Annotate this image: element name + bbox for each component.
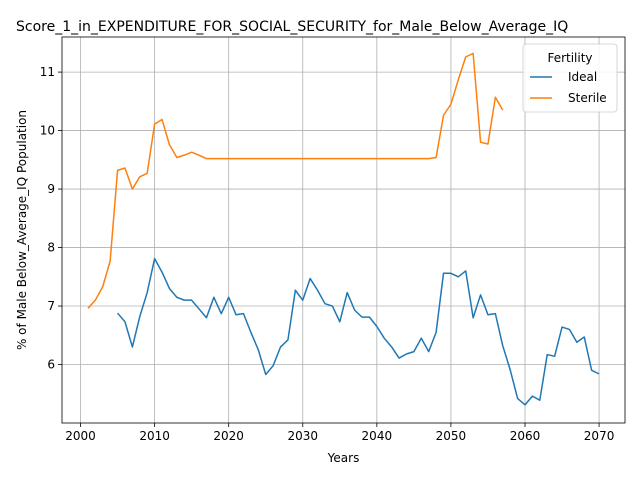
x-tick-label: 2070: [584, 429, 615, 443]
x-tick-label: 2060: [510, 429, 541, 443]
series-line-ideal: [116, 257, 600, 406]
y-tick-label: 8: [47, 241, 55, 255]
legend-title: Fertility: [547, 51, 592, 65]
plot-frame: [61, 36, 626, 424]
y-tick-label: 10: [40, 124, 55, 138]
x-tick-label: 2000: [65, 429, 96, 443]
y-axis-label: % of Male Below_Average_IQ Population: [15, 110, 29, 350]
series-lines: [87, 52, 600, 406]
series-line-sterile: [87, 52, 504, 309]
chart-title: Score_1_in_EXPENDITURE_FOR_SOCIAL_SECURI…: [16, 19, 568, 35]
legend-label-sterile: Sterile: [568, 91, 607, 105]
y-axis-ticks: 6 7 8 9 10 11: [40, 65, 62, 372]
x-tick-label: 2050: [436, 429, 467, 443]
y-tick-label: 11: [40, 65, 55, 79]
legend: Fertility Ideal Sterile: [522, 43, 618, 113]
x-axis-label: Years: [327, 451, 360, 465]
legend-box: [522, 43, 618, 113]
y-tick-label: 6: [47, 358, 55, 372]
x-tick-label: 2030: [287, 429, 318, 443]
x-axis-ticks: 2000 2010 2020 2030 2040 2050 2060 2070: [65, 423, 614, 443]
legend-label-ideal: Ideal: [568, 70, 597, 84]
x-tick-label: 2040: [362, 429, 393, 443]
x-tick-label: 2020: [213, 429, 244, 443]
x-tick-label: 2010: [139, 429, 170, 443]
y-tick-label: 9: [47, 182, 55, 196]
y-tick-label: 7: [47, 299, 55, 313]
